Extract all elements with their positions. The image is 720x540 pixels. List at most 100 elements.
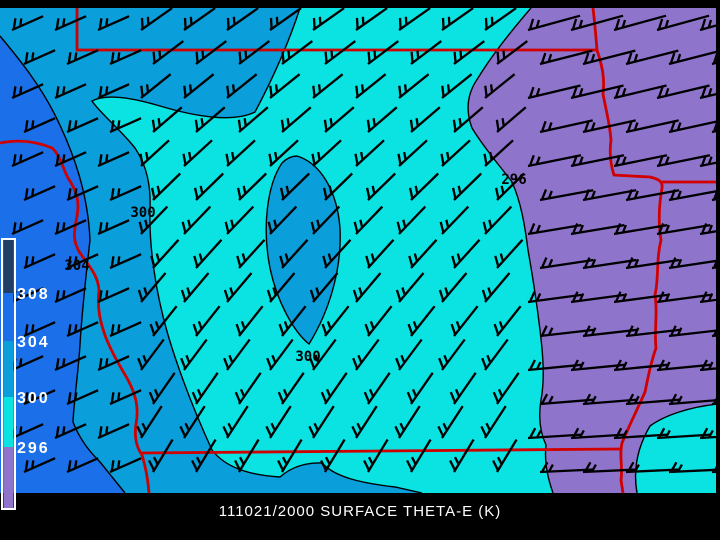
wind-barb [277,372,305,405]
wind-barb [410,40,442,65]
wind-barb [570,154,625,168]
wind-barb [151,106,183,133]
wind-barb [451,172,483,201]
wind-barb [355,8,388,31]
wind-barb [150,239,180,269]
wind-barb [223,338,251,371]
wind-barb [527,359,582,372]
wind-barb [395,272,425,303]
contour-line-304 [0,35,126,493]
wind-barb [268,139,299,167]
wind-barb [109,457,142,474]
wind-barb [223,272,253,303]
wind-barb [180,338,208,371]
wind-barb [625,257,680,270]
wind-barb [266,272,296,303]
wind-barb [483,139,514,167]
wind-barb [193,172,225,201]
wind-barb [279,172,311,201]
wind-barb [267,205,298,235]
wind-barb [482,205,513,235]
wind-barb [711,397,716,406]
wind-barb [269,8,302,31]
wind-barb [656,154,711,168]
wind-barb [66,49,99,66]
wind-barb [180,272,210,303]
wind-barb [496,40,528,65]
wind-barb [570,291,625,304]
wind-barb [711,53,716,66]
wind-barb [351,405,378,439]
wind-barb [66,389,99,406]
wind-barb [656,84,710,100]
wind-barb [54,355,87,372]
wind-barb [140,73,172,99]
wind-barb [481,272,511,303]
wind-barb [494,172,526,201]
wind-barb [11,151,44,168]
wind-barb [23,321,56,338]
wind-barb [54,151,87,168]
wind-barb [625,188,680,202]
wind-barb [493,305,522,337]
wind-barb [66,117,99,134]
wind-barb [192,305,221,337]
wind-barb [367,40,399,65]
wind-barb [54,15,87,32]
wind-barb [281,40,313,65]
wind-barb [582,119,636,134]
wind-barb [365,172,397,201]
wind-barb [656,291,711,304]
contour-line-300 [90,8,423,493]
wind-barb [97,287,130,304]
wind-barb [269,73,301,99]
wind-barb [109,321,142,338]
wind-barb [668,393,716,406]
wind-barb [352,338,380,371]
wind-barb [277,438,303,473]
wind-barb [363,438,389,473]
wind-barb [136,405,163,439]
wind-barb [23,253,56,270]
wind-barb [238,40,270,65]
wind-barb [570,359,625,372]
wind-barb [453,40,485,65]
state-border-east-river [591,8,664,493]
wind-barb [440,139,471,167]
wind-barb [582,325,637,338]
wind-barb [140,8,173,31]
wind-barb [539,188,594,202]
wind-barb [235,305,264,337]
wind-barb [222,405,249,439]
wind-barb [309,272,339,303]
wind-barb [527,154,582,168]
wind-barb [492,372,520,405]
wind-barb [711,465,716,474]
wind-barb [352,272,382,303]
wind-barb [438,272,468,303]
wind-barb [539,325,594,338]
contour-label: 300 [295,349,320,365]
wind-barb [407,305,436,337]
wind-barb [656,427,711,440]
wind-barb [668,120,716,134]
wind-barb [181,205,212,235]
wind-barb [355,73,387,99]
wind-barb [699,291,716,304]
wind-barb [439,205,470,235]
wind-barb [480,405,507,439]
wind-barb [234,372,262,405]
wind-barb [308,405,335,439]
wind-barb [195,40,227,65]
wind-barb [54,219,87,236]
wind-barb [625,49,679,66]
wind-barb [137,272,167,303]
wind-barb [109,49,142,66]
wind-barb [183,8,216,31]
wind-barb [613,84,667,100]
wind-barb [711,191,716,202]
wind-barb [312,73,344,99]
theta-e-region-below-296-purple [468,8,716,493]
contour-label: 300 [130,205,155,221]
